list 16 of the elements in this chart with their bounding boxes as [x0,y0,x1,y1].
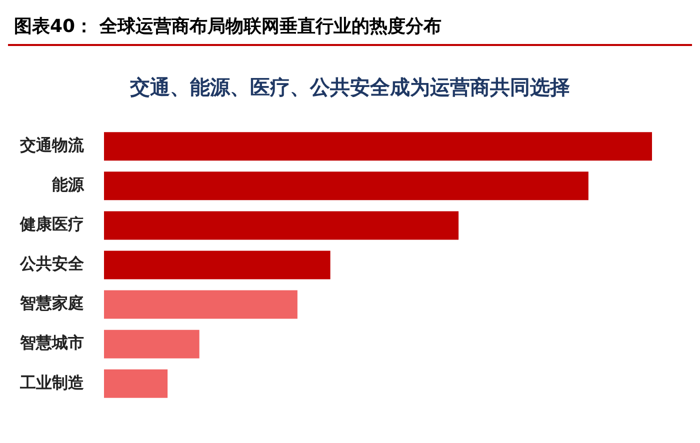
bar [104,290,298,319]
y-tick-label: 健康医疗 [19,214,84,234]
y-tick-label: 交通物流 [19,136,85,155]
bar [104,132,652,161]
bar [104,250,330,280]
chart-subtitle: 交通、能源、医疗、公共安全成为运营商共同选择 [129,74,571,101]
chart-title: 图表40： 全球运营商布局物联网垂直行业的热度分布 [8,8,692,46]
y-tick-label: 智慧城市 [19,333,84,352]
bar [104,211,459,240]
bar [104,330,200,358]
y-tick-label: 能源 [52,175,85,194]
bar [104,369,168,398]
bar [104,172,588,200]
y-tick-label: 公共安全 [19,254,85,274]
y-tick-label: 智慧家庭 [19,294,84,313]
y-tick-label: 工业制造 [19,372,85,392]
